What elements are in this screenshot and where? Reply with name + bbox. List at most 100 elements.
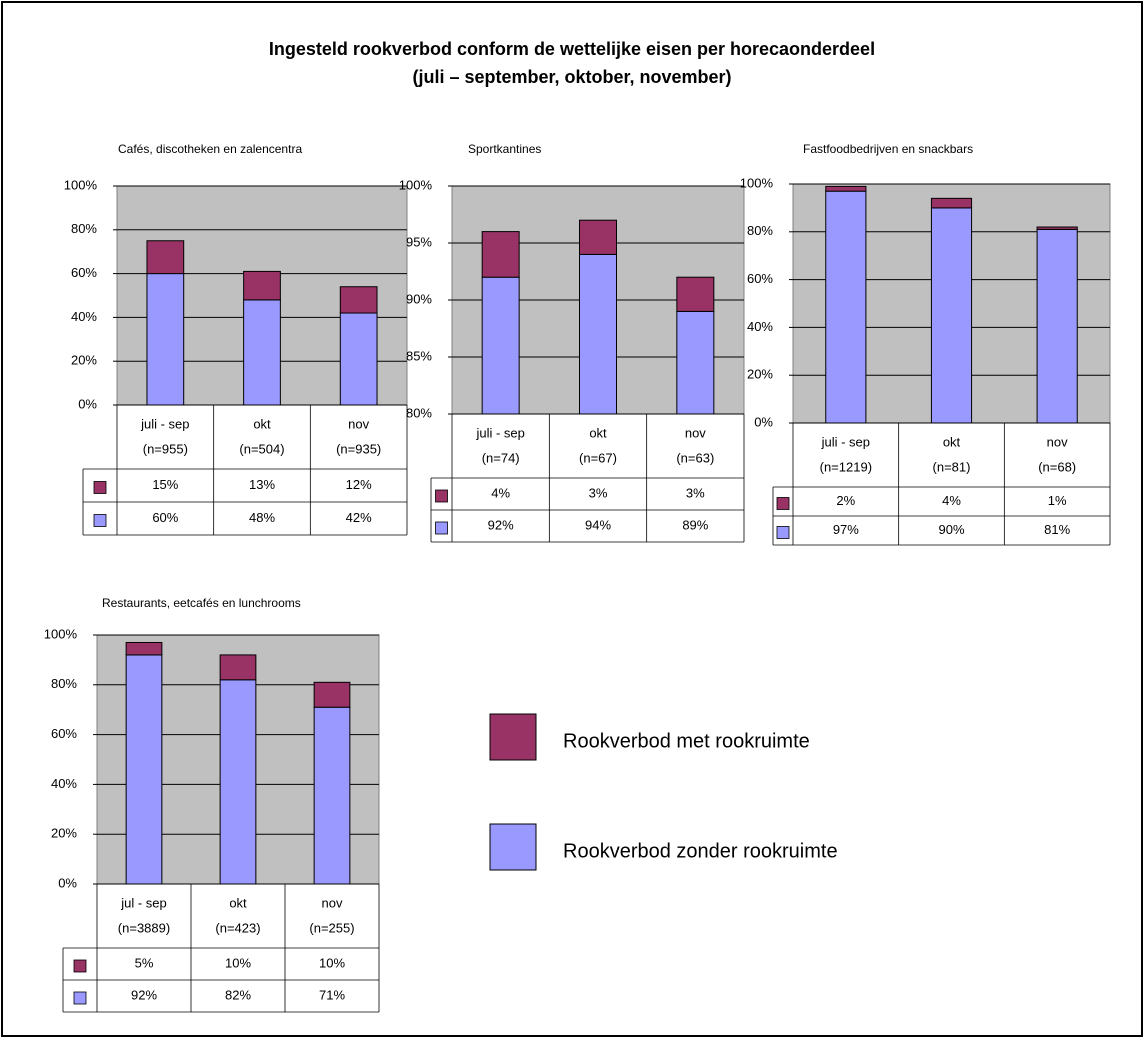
bar-segment (243, 270, 281, 301)
bar-segment (146, 240, 185, 275)
y-tick-label: 80% (406, 405, 432, 420)
data-label: 4% (491, 485, 510, 500)
bar-segment (125, 641, 163, 656)
data-label: 42% (346, 510, 372, 525)
x-tick-label: okt (589, 425, 607, 440)
legend-key (93, 481, 107, 494)
data-label: 94% (585, 517, 611, 532)
x-tick-label: (n=935) (336, 441, 381, 456)
x-tick-label: (n=68) (1038, 459, 1076, 474)
data-label: 15% (152, 477, 178, 492)
bar-segment (313, 706, 351, 885)
y-tick-label: 80% (51, 676, 77, 691)
y-tick-label: 60% (51, 726, 77, 741)
y-tick-label: 0% (58, 875, 77, 890)
bar-segment (125, 654, 163, 885)
y-tick-label: 20% (51, 826, 77, 841)
bar-segment (676, 276, 715, 312)
bar-segment (146, 273, 185, 406)
bar-segment (930, 197, 973, 209)
y-tick-label: 40% (51, 776, 77, 791)
bar-segment (313, 681, 351, 708)
y-tick-label: 95% (406, 234, 432, 249)
legend-key (73, 991, 87, 1005)
x-tick-label: juli - sep (140, 416, 189, 431)
y-tick-label: 90% (406, 291, 432, 306)
x-tick-label: jul - sep (120, 895, 167, 910)
bar-segment (481, 276, 520, 415)
legend-key (776, 526, 790, 539)
bar-segment (930, 207, 973, 424)
y-tick-label: 100% (64, 177, 98, 192)
legend-swatch (489, 713, 537, 761)
bar-segment (243, 299, 281, 406)
bar-segment (481, 231, 520, 278)
bar-segment (579, 219, 617, 255)
data-label: 13% (249, 477, 275, 492)
x-tick-label: okt (253, 416, 271, 431)
x-tick-label: (n=3889) (118, 920, 170, 935)
legend-key (435, 489, 448, 503)
legend-label: Rookverbod zonder rookruimte (563, 840, 838, 862)
legend-key (435, 521, 448, 535)
x-tick-label: (n=423) (215, 920, 260, 935)
bar-segment (219, 679, 257, 885)
page-title: Ingesteld rookverbod conform de wettelij… (269, 39, 875, 59)
data-label: 1% (1048, 493, 1067, 508)
x-tick-label: (n=67) (579, 450, 617, 465)
x-tick-label: (n=504) (239, 441, 284, 456)
x-tick-label: juli - sep (821, 434, 870, 449)
x-tick-label: (n=74) (482, 450, 520, 465)
bar-segment (339, 312, 378, 406)
y-tick-label: 20% (747, 367, 773, 382)
x-tick-label: nov (685, 425, 706, 440)
data-label: 89% (682, 517, 708, 532)
x-tick-label: (n=63) (676, 450, 714, 465)
y-tick-label: 20% (71, 353, 97, 368)
y-tick-label: 0% (78, 396, 97, 411)
data-label: 92% (488, 517, 514, 532)
bar-segment (825, 190, 867, 424)
data-label: 3% (686, 485, 705, 500)
x-tick-label: (n=81) (933, 459, 971, 474)
data-label: 4% (942, 493, 961, 508)
y-tick-label: 100% (44, 626, 78, 641)
x-tick-label: okt (943, 434, 961, 449)
data-label: 10% (225, 955, 251, 970)
chart-title: Fastfoodbedrijven en snackbars (803, 142, 973, 156)
x-tick-label: okt (229, 895, 247, 910)
bar-segment (219, 654, 257, 681)
data-label: 5% (135, 955, 154, 970)
legend-key (776, 497, 790, 510)
legend-key (93, 514, 107, 527)
y-tick-label: 40% (747, 319, 773, 334)
x-tick-label: (n=1219) (820, 459, 872, 474)
bar-segment (676, 310, 715, 415)
data-label: 81% (1044, 522, 1070, 537)
data-label: 82% (225, 987, 251, 1002)
x-tick-label: nov (1047, 434, 1068, 449)
y-tick-label: 100% (399, 177, 433, 192)
y-tick-label: 60% (71, 265, 97, 280)
y-tick-label: 100% (740, 175, 774, 190)
bar-segment (1036, 226, 1078, 230)
y-tick-label: 80% (71, 221, 97, 236)
data-label: 10% (319, 955, 345, 970)
legend-label: Rookverbod met rookruimte (563, 730, 810, 752)
y-tick-label: 40% (71, 309, 97, 324)
x-tick-label: (n=955) (143, 441, 188, 456)
x-tick-label: nov (322, 895, 343, 910)
data-label: 92% (131, 987, 157, 1002)
y-tick-label: 80% (747, 223, 773, 238)
data-label: 97% (833, 522, 859, 537)
chart-title: Sportkantines (468, 142, 541, 156)
x-tick-label: nov (348, 416, 369, 431)
bar-segment (339, 286, 378, 314)
bar-segment (579, 253, 617, 415)
data-label: 48% (249, 510, 275, 525)
data-label: 71% (319, 987, 345, 1002)
bar-segment (1036, 228, 1078, 424)
chart-title: Cafés, discotheken en zalencentra (118, 142, 302, 156)
data-label: 12% (346, 477, 372, 492)
